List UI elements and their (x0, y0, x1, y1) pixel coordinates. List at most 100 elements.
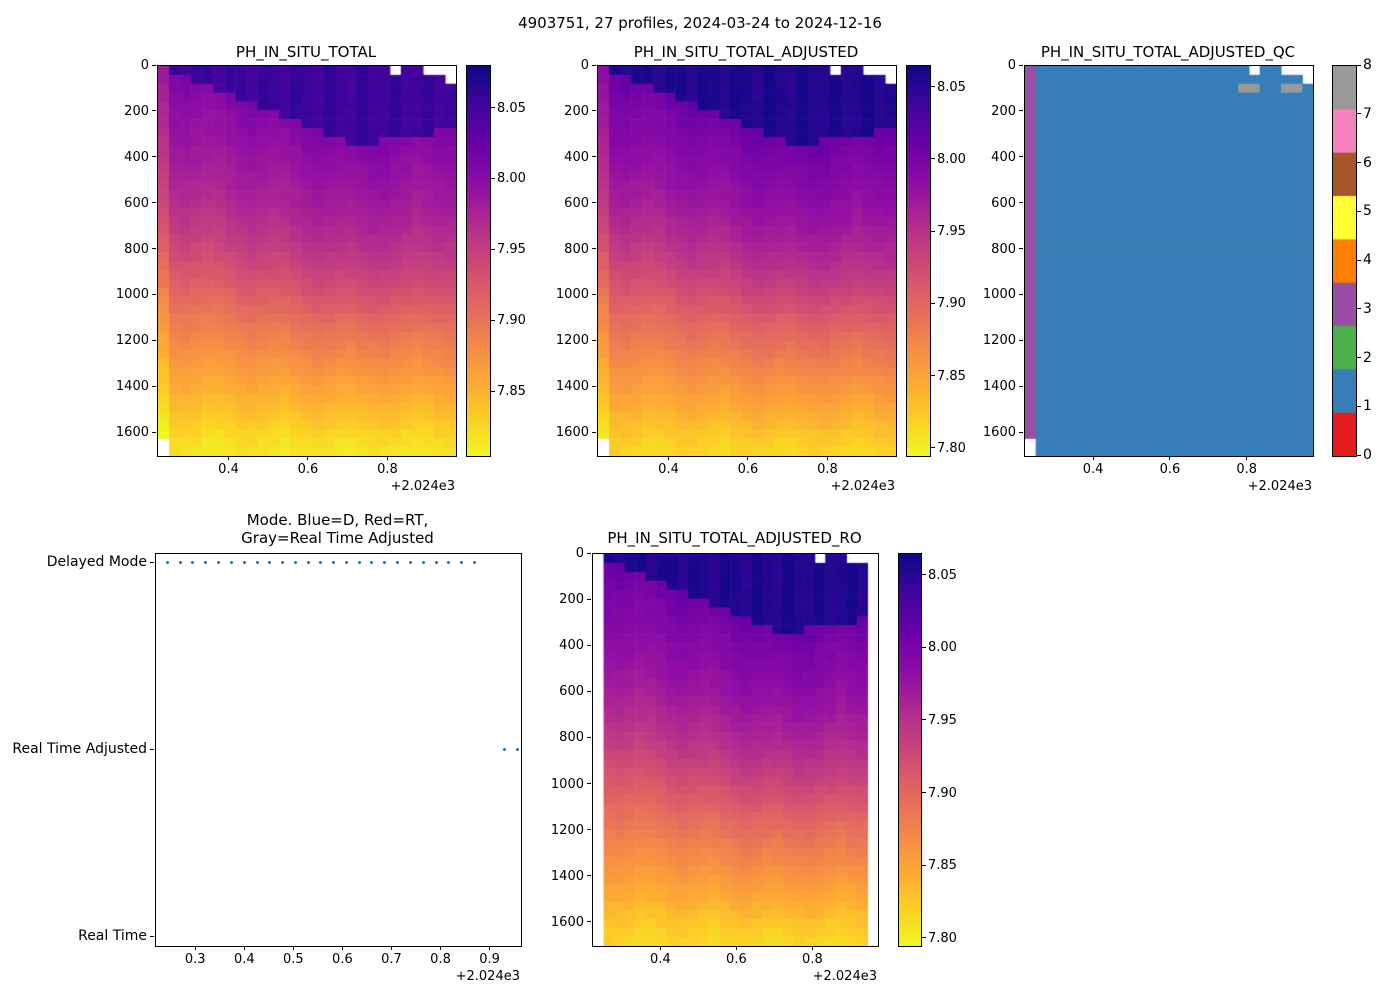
mode-point (268, 560, 272, 564)
y-tick-label: 1000 (555, 287, 589, 303)
y-tick-mark (1019, 293, 1023, 295)
y-tick-label: 800 (124, 241, 149, 257)
colorbar-tick-mark (922, 719, 926, 721)
x-tick-mark (1169, 456, 1171, 460)
x-tick-label: 0.8 (817, 462, 838, 477)
heatmap-qc (1025, 66, 1313, 456)
x-tick-label: 0.8 (802, 952, 823, 967)
title-ph-in-situ-total-adjusted-qc: PH_IN_SITU_TOTAL_ADJUSTED_QC (1040, 43, 1296, 61)
colorbar-ph-in-situ-total (466, 65, 491, 457)
colorbar-tick-mark (931, 158, 935, 160)
x-tick-label: 0.4 (1082, 462, 1104, 477)
colorbar-tick-mark (491, 390, 495, 392)
x-tick-mark (194, 946, 196, 950)
colorbar-tick-label: 8.05 (928, 567, 957, 583)
colorbar-qc-segments (1333, 66, 1356, 456)
x-tick-label: 0.6 (726, 952, 747, 967)
colorbar-tick-mark (922, 574, 926, 576)
y-tick-label: 600 (124, 195, 149, 211)
mode-point (281, 560, 285, 564)
y-tick-label: 400 (991, 149, 1016, 165)
y-tick-mark (592, 293, 596, 295)
x-tick-mark (1246, 456, 1248, 460)
y-tick-mark (152, 202, 156, 204)
y-tick-label: 1400 (115, 379, 149, 395)
y-tick-label: 400 (564, 149, 589, 165)
x-tick-mark (307, 456, 309, 460)
colorbar-ph-in-situ-total-adjusted (906, 65, 931, 457)
colorbar-tick-label: 0 (1363, 447, 1372, 463)
title-ph-in-situ-total: PH_IN_SITU_TOTAL (235, 43, 377, 61)
colorbar-tick-mark (922, 646, 926, 648)
y-tick-mark (152, 339, 156, 341)
x-tick-label: 0.7 (381, 952, 402, 967)
colorbar-tick-mark (1357, 113, 1361, 115)
colorbar-tick-mark (922, 792, 926, 794)
colorbar-tick-label: 7.95 (497, 242, 526, 258)
x-tick-label: 0.8 (377, 462, 398, 477)
y-tick-label: 800 (991, 241, 1016, 257)
mode-point (502, 747, 506, 751)
colorbar-tick-label: 8.00 (937, 151, 966, 167)
y-tick-label: 0 (575, 546, 584, 561)
mode-point (515, 747, 519, 751)
x-tick-label: 0.6 (737, 462, 759, 477)
colorbar-tick-label: 5 (1363, 203, 1372, 220)
y-tick-label: 1000 (550, 776, 584, 792)
y-tick-label: 1200 (982, 333, 1016, 349)
y-tick-mark (587, 644, 591, 646)
mode-point (319, 560, 323, 564)
colorbar-qc (1332, 65, 1357, 457)
colorbar-tick-mark (491, 107, 495, 109)
y-tick-label: 1000 (982, 287, 1016, 303)
colorbar-tick-label: 7.85 (937, 368, 966, 384)
title-mode-line2: Gray=Real Time Adjusted (241, 529, 434, 547)
x-tick-mark (390, 946, 392, 950)
y-tick-mark (592, 64, 596, 66)
mode-point (395, 560, 399, 564)
y-tick-mark (587, 598, 591, 600)
y-tick-mark (592, 156, 596, 158)
figure-suptitle: 4903751, 27 profiles, 2024-03-24 to 2024… (518, 14, 882, 32)
colorbar-tick-mark (1357, 308, 1361, 310)
colorbar-tick-label: 8 (1363, 57, 1372, 73)
x-tick-label: 0.4 (650, 952, 671, 967)
axes-ph-in-situ-total (157, 65, 457, 457)
y-tick-mark (152, 64, 156, 66)
colorbar-tick-mark (922, 937, 926, 939)
y-tick-label: 600 (559, 684, 584, 700)
mode-point (216, 560, 220, 564)
mode-point (204, 560, 208, 564)
colorbar-tick-label: 7.85 (497, 384, 526, 400)
x-axis-offset-text: +2.024e3 (455, 969, 520, 984)
x-tick-label: 0.4 (233, 952, 255, 967)
y-tick-label: 1600 (115, 425, 149, 441)
y-tick-label: 1400 (982, 379, 1016, 395)
y-tick-label: 0 (580, 58, 589, 73)
x-tick-mark (341, 946, 343, 950)
colorbar-tick-label: 7 (1363, 105, 1372, 122)
category-tick-mark (150, 748, 154, 750)
colorbar-tick-label: 7.90 (497, 313, 526, 329)
x-axis-offset-text: +2.024e3 (830, 479, 895, 494)
colorbar-tick-label: 7.95 (928, 712, 957, 728)
x-tick-mark (489, 946, 491, 950)
y-tick-mark (592, 385, 596, 387)
mode-point (332, 560, 336, 564)
colorbar-tick-label: 4 (1363, 252, 1372, 268)
x-tick-mark (292, 946, 294, 950)
y-tick-label: 600 (564, 195, 589, 211)
x-tick-mark (747, 456, 749, 460)
title-ph-in-situ-total-adjusted: PH_IN_SITU_TOTAL_ADJUSTED (633, 43, 859, 61)
mode-point (434, 560, 438, 564)
y-tick-label: 1200 (550, 822, 584, 838)
y-tick-label: 800 (564, 241, 589, 257)
y-tick-label: 1600 (555, 425, 589, 441)
y-tick-mark (152, 248, 156, 250)
colorbar-tick-label: 7.90 (937, 296, 966, 312)
y-tick-mark (587, 875, 591, 877)
colorbar-tick-mark (1357, 210, 1361, 212)
colorbar-tick-mark (922, 864, 926, 866)
x-tick-label: 0.3 (184, 952, 206, 967)
